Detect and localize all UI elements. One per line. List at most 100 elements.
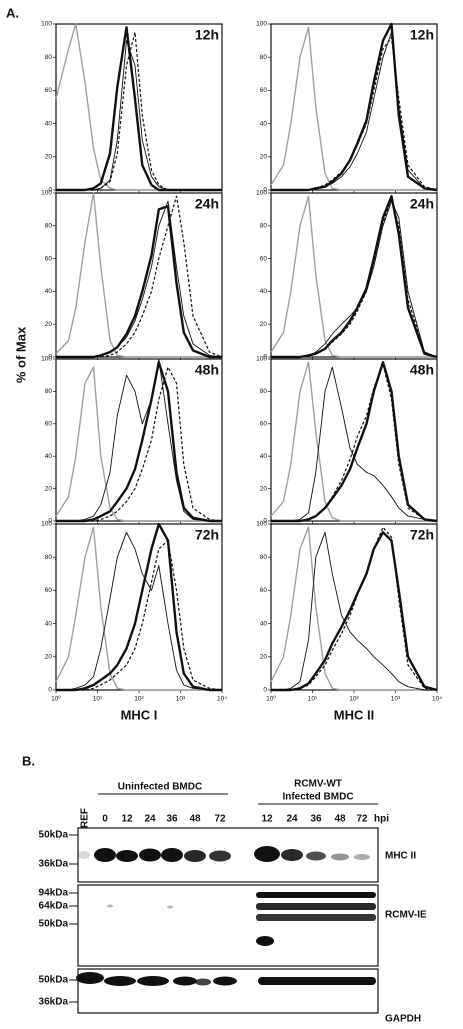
y-tick-label: 60 (260, 255, 268, 262)
panel-title: 48h (410, 362, 434, 378)
x-tick-label: 10³ (176, 696, 186, 703)
y-tick-label: 80 (45, 54, 53, 61)
y-tick-label: 0 (48, 187, 52, 194)
histogram-line (271, 31, 438, 191)
histogram-line (270, 526, 437, 691)
y-tick-label: 100 (41, 356, 52, 363)
y-tick-label: 60 (45, 587, 53, 594)
y-tick-label: 100 (256, 356, 267, 363)
y-tick-label: 60 (260, 87, 268, 94)
y-tick-label: 100 (41, 190, 52, 197)
x-tick-label: 10³ (391, 696, 401, 703)
lane-label: 72 (214, 814, 226, 825)
y-tick-label: 80 (260, 54, 268, 61)
x-tick-label: 10⁴ (432, 696, 442, 703)
group-label: Uninfected BMDC (118, 782, 202, 793)
lane-label: 72 (356, 814, 368, 825)
blot-frame (77, 827, 379, 883)
histogram-line (271, 361, 438, 523)
lane-label: 48 (334, 814, 346, 825)
histogram-line (56, 26, 222, 192)
y-tick-label: 100 (256, 21, 267, 28)
lane-label: 24 (144, 814, 156, 825)
y-tick-label: 60 (260, 421, 268, 428)
histogram-line (271, 200, 438, 358)
y-tick-label: 40 (45, 620, 53, 627)
y-tick-label: 60 (45, 255, 53, 262)
x-tick-label: 10⁰ (266, 695, 276, 703)
histogram-line (271, 363, 438, 522)
histogram-line (56, 200, 223, 358)
x-axis-label: MHC II (334, 707, 374, 722)
y-tick-label: 40 (45, 453, 53, 460)
histogram-line (270, 195, 437, 358)
lane-label: 36 (166, 814, 178, 825)
histogram-line (271, 195, 438, 359)
x-tick-label: 10¹ (308, 696, 318, 703)
group-label: RCMV-WT (294, 779, 342, 790)
y-tick-label: 80 (260, 388, 268, 395)
panel-title: 12h (195, 27, 219, 43)
histogram-line (271, 199, 438, 358)
y-tick-label: 0 (263, 187, 267, 194)
y-tick-label: 40 (45, 288, 53, 295)
y-tick-label: 100 (256, 190, 267, 197)
histogram-line (271, 36, 438, 191)
y-axis-label: % of Max (13, 326, 28, 383)
x-tick-label: 10² (134, 696, 144, 703)
y-tick-label: 0 (48, 687, 52, 694)
y-tick-label: 20 (260, 321, 268, 328)
blot-label: RCMV-IE (385, 910, 427, 921)
y-tick-label: 0 (48, 518, 52, 525)
marker-label: 50kDa (39, 919, 69, 930)
panel-title: 24h (195, 196, 219, 212)
y-tick-label: 20 (260, 154, 268, 161)
histogram-line (56, 361, 222, 523)
blot-frame (77, 884, 379, 967)
histogram-line (270, 361, 437, 522)
panel-label: B. (22, 753, 35, 768)
histogram-line (55, 366, 222, 522)
histogram-line (270, 26, 437, 191)
lane-label: 12 (121, 814, 133, 825)
y-tick-label: 20 (45, 154, 53, 161)
x-axis-label: MHC I (121, 707, 158, 722)
plot-frame (55, 358, 223, 522)
histogram-line (55, 526, 222, 691)
blot-bands (76, 846, 376, 986)
y-tick-label: 20 (45, 485, 53, 492)
histogram-line (55, 192, 222, 358)
histogram-line (56, 204, 222, 359)
lane-label: REF (80, 808, 91, 828)
histogram-line (271, 366, 438, 522)
plot-frame (270, 192, 438, 358)
y-tick-label: 80 (45, 223, 53, 230)
plot-frame (270, 358, 438, 522)
histogram-line (56, 358, 222, 522)
histogram-line (271, 22, 438, 192)
histogram-line (56, 366, 223, 522)
marker-label: 64kDa (39, 901, 69, 912)
lane-label: 36 (310, 814, 322, 825)
y-tick-label: 40 (260, 620, 268, 627)
lane-label: 24 (286, 814, 298, 825)
y-tick-label: 40 (260, 288, 268, 295)
blot-label: GAPDH (385, 1014, 421, 1025)
panel-title: 72h (410, 527, 434, 543)
x-tick-label: 10⁰ (51, 695, 61, 703)
marker-label: 50kDa (39, 830, 69, 841)
histogram-line (271, 531, 438, 692)
panel-title: 48h (195, 362, 219, 378)
y-tick-label: 60 (45, 421, 53, 428)
x-tick-label: 10² (349, 696, 359, 703)
y-tick-label: 100 (256, 521, 267, 528)
x-tick-label: 10⁴ (217, 696, 227, 703)
blot-label: MHC II (385, 851, 416, 862)
y-tick-label: 80 (260, 554, 268, 561)
y-tick-label: 40 (260, 453, 268, 460)
panel-title: 12h (410, 27, 434, 43)
histogram-line (56, 522, 222, 692)
x-tick-label: 10¹ (93, 696, 103, 703)
marker-label: 50kDa (39, 975, 69, 986)
